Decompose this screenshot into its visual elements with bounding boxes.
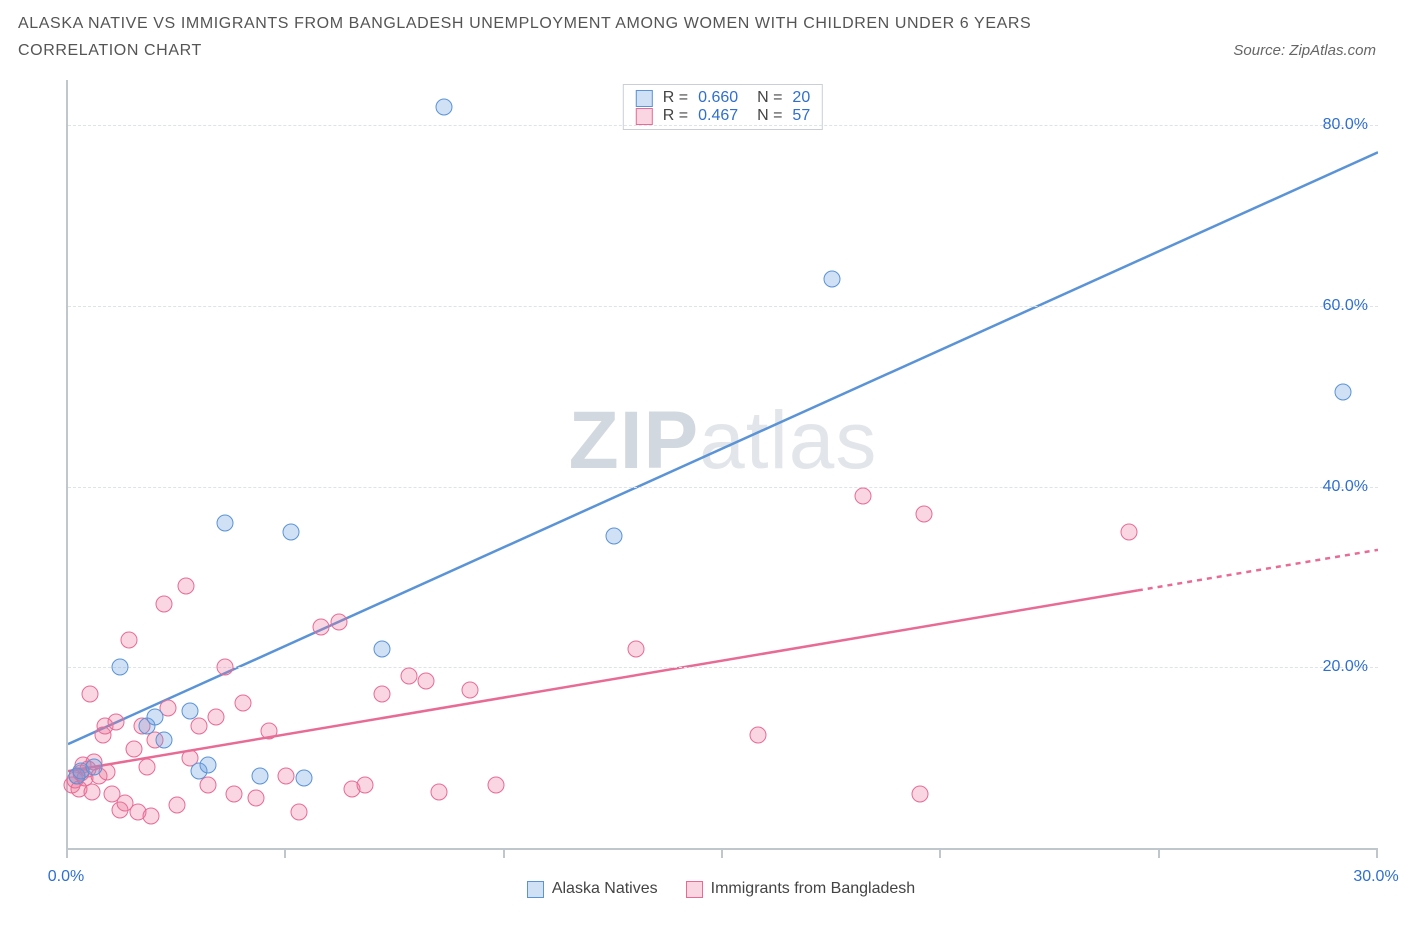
r-value: 0.467: [698, 107, 738, 125]
watermark-bold: ZIP: [569, 395, 700, 486]
data-point: [915, 505, 932, 522]
legend-swatch: [686, 881, 703, 898]
data-point: [252, 767, 269, 784]
r-label: R =: [663, 107, 688, 125]
x-tick-mark: [939, 850, 941, 858]
data-point: [177, 577, 194, 594]
chart-container: Unemployment Among Women with Children U…: [18, 80, 1388, 910]
x-tick-mark: [1376, 850, 1378, 858]
data-point: [282, 523, 299, 540]
data-point: [313, 618, 330, 635]
data-point: [854, 487, 871, 504]
data-point: [208, 709, 225, 726]
gridline: [68, 306, 1378, 307]
data-point: [191, 718, 208, 735]
data-point: [125, 740, 142, 757]
x-tick-mark: [284, 850, 286, 858]
data-point: [605, 528, 622, 545]
data-point: [86, 758, 103, 775]
x-tick-mark: [721, 850, 723, 858]
r-value: 0.660: [698, 89, 738, 107]
data-point: [1121, 523, 1138, 540]
data-point: [169, 796, 186, 813]
data-point: [147, 709, 164, 726]
n-label: N =: [748, 89, 782, 107]
legend-stat-row: R = 0.660 N = 20: [636, 89, 810, 107]
legend-item: Alaska Natives: [527, 880, 658, 898]
data-point: [182, 702, 199, 719]
legend-series: Alaska Natives Immigrants from Bangladesh: [66, 880, 1376, 903]
legend-label: Immigrants from Bangladesh: [711, 880, 916, 898]
data-point: [291, 803, 308, 820]
source-link[interactable]: ZipAtlas.com: [1289, 42, 1376, 59]
data-point: [749, 727, 766, 744]
data-point: [435, 99, 452, 116]
chart-title-line2: CORRELATION CHART: [18, 37, 1388, 64]
legend-stats: R = 0.660 N = 20R = 0.467 N = 57: [623, 84, 823, 130]
n-value: 20: [792, 89, 810, 107]
data-point: [81, 686, 98, 703]
data-point: [1335, 383, 1352, 400]
source-prefix: Source:: [1233, 42, 1289, 59]
data-point: [142, 808, 159, 825]
n-value: 57: [792, 107, 810, 125]
data-point: [84, 783, 101, 800]
gridline: [68, 125, 1378, 126]
data-point: [461, 681, 478, 698]
trend-line: [1138, 550, 1378, 591]
gridline: [68, 667, 1378, 668]
legend-stat-row: R = 0.467 N = 57: [636, 107, 810, 125]
chart-title-line1: ALASKA NATIVE VS IMMIGRANTS FROM BANGLAD…: [18, 10, 1388, 37]
data-point: [295, 769, 312, 786]
legend-swatch: [636, 90, 653, 107]
data-point: [108, 713, 125, 730]
data-point: [400, 668, 417, 685]
data-point: [278, 767, 295, 784]
source-attribution: Source: ZipAtlas.com: [1233, 42, 1376, 59]
data-point: [911, 785, 928, 802]
data-point: [225, 785, 242, 802]
y-tick-label: 20.0%: [1323, 658, 1368, 676]
data-point: [217, 514, 234, 531]
legend-label: Alaska Natives: [552, 880, 658, 898]
data-point: [330, 614, 347, 631]
legend-swatch: [527, 881, 544, 898]
x-tick-mark: [66, 850, 68, 858]
data-point: [112, 659, 129, 676]
data-point: [156, 596, 173, 613]
data-point: [431, 783, 448, 800]
legend-swatch: [636, 108, 653, 125]
legend-item: Immigrants from Bangladesh: [686, 880, 916, 898]
x-tick-mark: [503, 850, 505, 858]
y-tick-label: 80.0%: [1323, 116, 1368, 134]
watermark-rest: atlas: [699, 395, 877, 486]
data-point: [199, 756, 216, 773]
data-point: [487, 776, 504, 793]
data-point: [418, 672, 435, 689]
plot-area: ZIPatlas R = 0.660 N = 20R = 0.467 N = 5…: [66, 80, 1378, 850]
n-label: N =: [748, 107, 782, 125]
gridline: [68, 487, 1378, 488]
data-point: [247, 790, 264, 807]
y-tick-label: 40.0%: [1323, 478, 1368, 496]
data-point: [627, 641, 644, 658]
data-point: [356, 776, 373, 793]
data-point: [121, 632, 138, 649]
data-point: [260, 722, 277, 739]
data-point: [824, 270, 841, 287]
data-point: [374, 686, 391, 703]
data-point: [374, 641, 391, 658]
x-tick-mark: [1158, 850, 1160, 858]
data-point: [217, 659, 234, 676]
data-point: [234, 695, 251, 712]
data-point: [156, 731, 173, 748]
trend-line: [68, 590, 1138, 771]
data-point: [138, 758, 155, 775]
watermark: ZIPatlas: [569, 394, 878, 488]
y-tick-label: 60.0%: [1323, 297, 1368, 315]
r-label: R =: [663, 89, 688, 107]
